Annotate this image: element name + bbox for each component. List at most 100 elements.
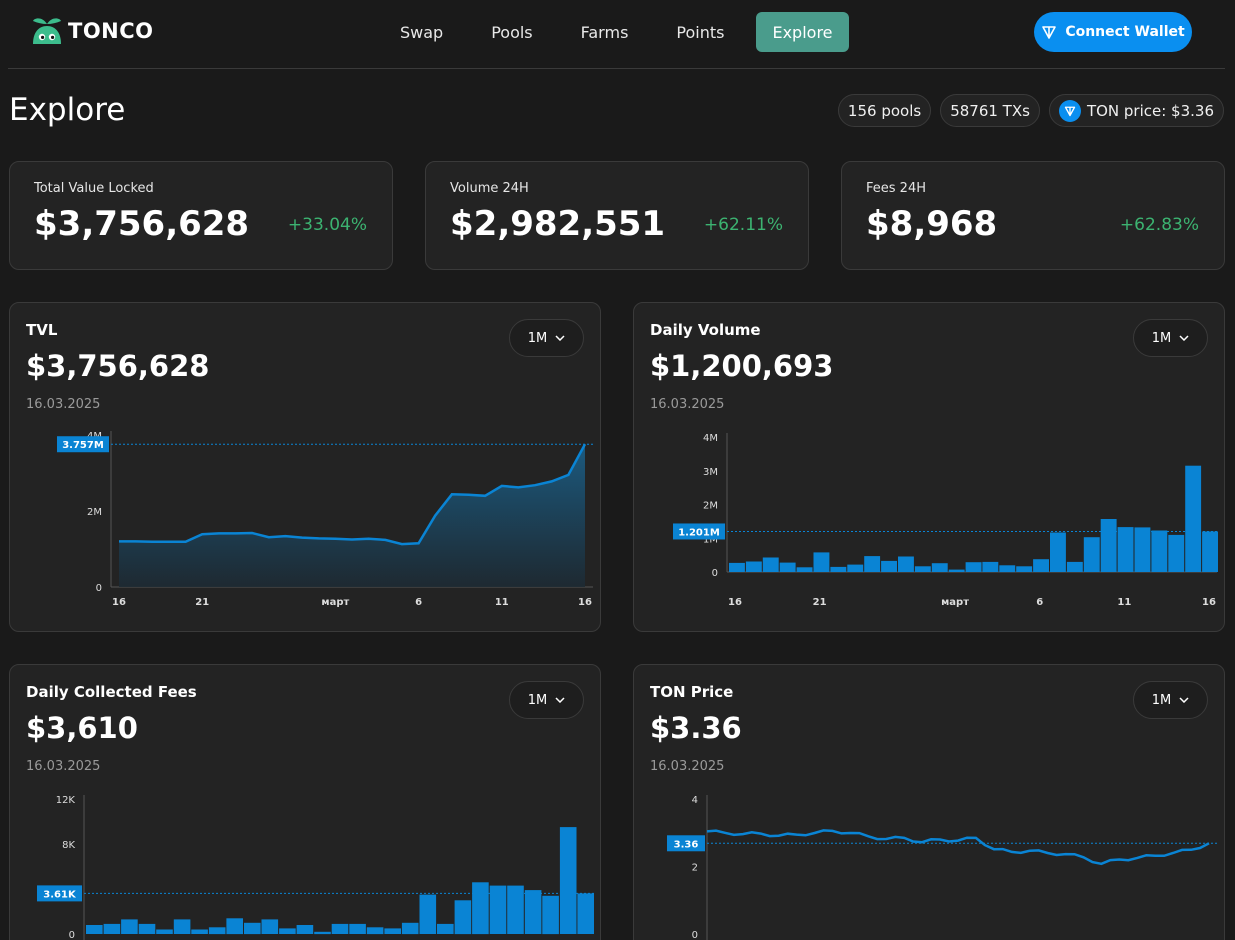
bar [191, 929, 208, 934]
y-tick-label: 4M [703, 433, 718, 444]
tvl-area [119, 444, 585, 587]
fees-chart: 04K8K12K3.61K [37, 795, 595, 940]
bar [1100, 519, 1117, 572]
y-tick-label: 2 [692, 863, 698, 874]
bar [454, 900, 472, 935]
price-line [706, 829, 1210, 866]
range-select[interactable]: 1M [509, 681, 584, 719]
bar [507, 885, 524, 934]
y-tick-label: 0 [692, 930, 698, 940]
y-tick-label: 0 [712, 568, 718, 579]
x-tick-label: 16 [1202, 597, 1216, 608]
nav-pools[interactable]: Pools [491, 22, 533, 42]
x-tick-label: 21 [195, 597, 209, 608]
x-tick-label: 16 [578, 597, 592, 608]
bar [1202, 531, 1218, 572]
card-value: $3.36 [650, 711, 742, 745]
bar [226, 918, 243, 935]
y-tick-label: 8K [62, 840, 75, 851]
range-label: 1M [1151, 330, 1172, 346]
current-value-tag [37, 885, 82, 902]
bar [813, 552, 830, 572]
x-tick-label: март [321, 597, 349, 608]
range-select[interactable]: 1M [509, 319, 584, 357]
bar [898, 556, 914, 572]
pools-count-badge: 156 pools [837, 94, 932, 127]
tonco-logo[interactable]: TONCO [30, 14, 154, 48]
y-tick-label: 2M [87, 507, 102, 518]
card-value: $3,610 [26, 711, 138, 745]
current-value-tag-label: 3.757M [62, 440, 104, 451]
y-tick-label: 0 [69, 930, 75, 940]
stat-value: $8,968 [866, 204, 998, 244]
nav-explore[interactable]: Explore [756, 12, 849, 52]
x-tick-label: 16 [728, 597, 742, 608]
bar [779, 562, 796, 572]
y-tick-label: 2M [703, 501, 718, 512]
brand-name: TONCO [68, 19, 154, 43]
current-value-tag-label: 3.61K [43, 889, 77, 900]
y-tick-label: 12K [56, 795, 76, 806]
bar [173, 919, 191, 934]
bar [830, 566, 847, 572]
bar [437, 923, 454, 934]
txs-count-badge: 58761 TXs [940, 94, 1040, 127]
bar [1083, 537, 1100, 572]
pools-count: 156 pools [847, 101, 922, 120]
tvl-chart-card: TVL $3,756,628 16.03.2025 1M 02M4M1621ма… [9, 302, 601, 632]
stat-label: Total Value Locked [34, 181, 154, 196]
chevron-down-icon [1179, 335, 1189, 341]
range-select[interactable]: 1M [1133, 319, 1208, 357]
bar [1066, 561, 1083, 572]
bar [261, 919, 279, 934]
card-title: TON Price [650, 683, 734, 701]
current-value-tag-label: 1.201M [678, 527, 720, 538]
bar [489, 885, 507, 934]
y-tick-label: 4 [692, 795, 698, 806]
bar [401, 922, 419, 935]
bar [1016, 566, 1033, 572]
x-tick-label: 21 [813, 597, 827, 608]
current-value-tag [57, 436, 109, 453]
y-tick-label: 0 [96, 583, 102, 594]
card-title: Daily Volume [650, 321, 761, 339]
bar [948, 569, 965, 572]
x-tick-label: 11 [1117, 597, 1131, 608]
fees-chart-card: Daily Collected Fees $3,610 16.03.2025 1… [9, 664, 601, 940]
bar [881, 560, 897, 572]
bar [419, 894, 437, 934]
sprout-logo-icon [33, 18, 61, 44]
bar [156, 929, 173, 934]
bar [982, 561, 999, 572]
bar [559, 827, 577, 934]
connect-wallet-button[interactable]: Connect Wallet [1034, 12, 1192, 52]
stat-value: $2,982,551 [450, 204, 666, 244]
current-value-tag [667, 835, 705, 852]
bar [1151, 530, 1168, 572]
tvl-line [119, 443, 587, 546]
bar [762, 557, 779, 572]
card-date: 16.03.2025 [650, 397, 725, 412]
card-title: TVL [26, 321, 58, 339]
price-chart: 0 2 4 3.36 [667, 795, 1219, 940]
current-value-tag [673, 523, 725, 540]
x-tick-label: 6 [415, 597, 422, 608]
nav-swap[interactable]: Swap [400, 22, 444, 42]
page-title: Explore [9, 92, 126, 128]
chevron-down-icon [1179, 697, 1189, 703]
price-chart-card: TON Price $3.36 16.03.2025 1M 0 2 4 3.36 [633, 664, 1225, 940]
stat-change: +62.83% [1119, 215, 1199, 235]
card-date: 16.03.2025 [26, 397, 101, 412]
nav-points[interactable]: Points [676, 22, 725, 42]
bar [965, 562, 982, 572]
range-select[interactable]: 1M [1133, 681, 1208, 719]
stat-change: +62.11% [703, 215, 783, 235]
bar [745, 561, 762, 572]
bar [999, 565, 1016, 573]
bar [349, 923, 366, 934]
bar [931, 563, 948, 572]
volume-chart: 0 1M 2M 3M 4M 16 21 март 6 11 16 1.201M [673, 433, 1219, 608]
bar [1050, 532, 1066, 572]
bar [1168, 534, 1185, 572]
nav-farms[interactable]: Farms [580, 22, 629, 42]
